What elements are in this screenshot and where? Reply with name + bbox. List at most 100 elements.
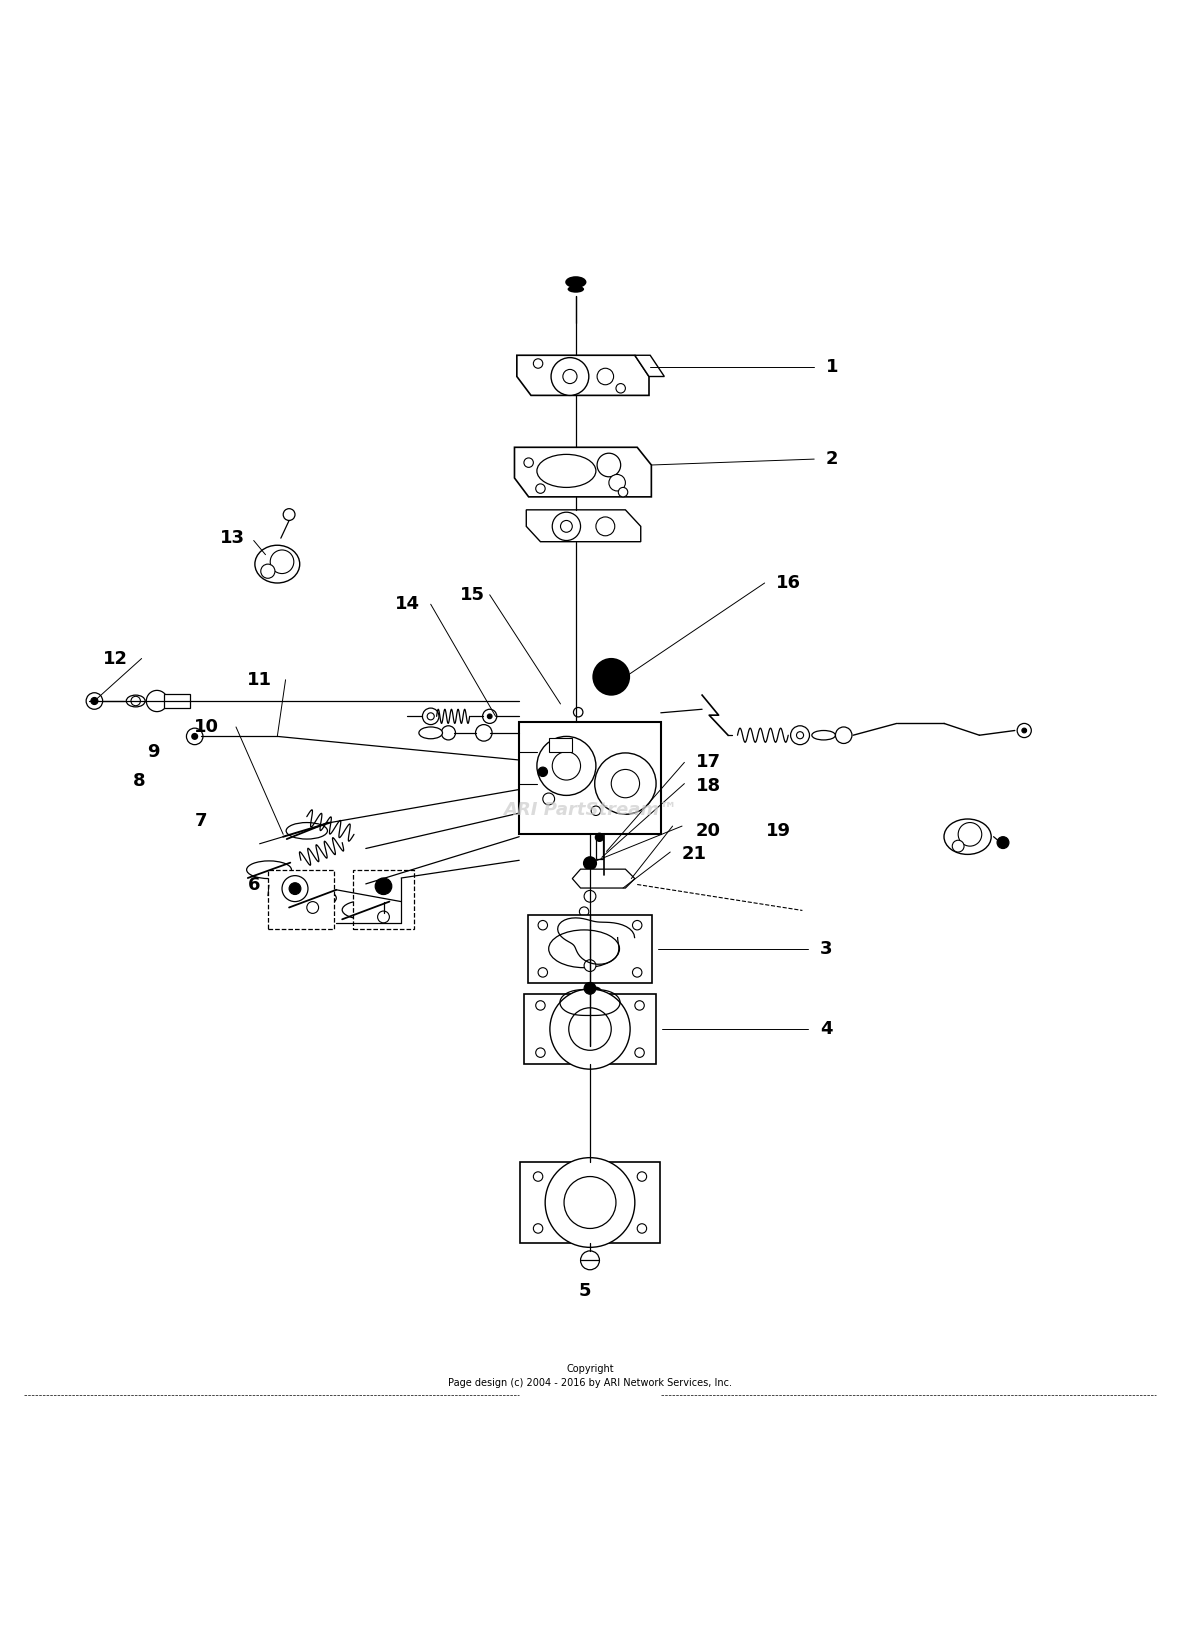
Circle shape — [573, 708, 583, 717]
Ellipse shape — [537, 454, 596, 488]
Circle shape — [958, 822, 982, 847]
Ellipse shape — [565, 277, 586, 288]
Circle shape — [538, 968, 548, 978]
Circle shape — [571, 993, 581, 1001]
Circle shape — [536, 483, 545, 493]
Circle shape — [584, 1034, 596, 1047]
Circle shape — [632, 921, 642, 930]
Circle shape — [591, 806, 601, 816]
Circle shape — [441, 726, 455, 740]
Circle shape — [609, 475, 625, 491]
Ellipse shape — [342, 901, 389, 919]
Circle shape — [543, 793, 555, 804]
Circle shape — [307, 901, 319, 914]
Circle shape — [569, 922, 588, 942]
Circle shape — [584, 983, 596, 994]
Circle shape — [595, 753, 656, 814]
Text: 3: 3 — [820, 940, 832, 958]
Ellipse shape — [126, 695, 145, 708]
Text: 13: 13 — [219, 529, 245, 547]
Circle shape — [422, 708, 439, 724]
Text: 2: 2 — [826, 450, 838, 468]
Circle shape — [597, 454, 621, 477]
Circle shape — [560, 521, 572, 532]
Circle shape — [550, 989, 630, 1070]
Circle shape — [86, 693, 103, 709]
Circle shape — [538, 767, 548, 776]
Bar — [524, 994, 656, 1065]
Text: 20: 20 — [695, 822, 721, 840]
Text: 17: 17 — [695, 753, 721, 771]
Circle shape — [487, 714, 492, 719]
Text: 11: 11 — [247, 670, 273, 688]
Circle shape — [791, 726, 809, 745]
Circle shape — [579, 907, 589, 916]
Circle shape — [1017, 724, 1031, 737]
Circle shape — [524, 459, 533, 467]
Text: 16: 16 — [775, 573, 801, 591]
Polygon shape — [635, 355, 664, 377]
Circle shape — [618, 488, 628, 496]
Circle shape — [583, 857, 597, 870]
Ellipse shape — [255, 545, 300, 583]
Text: 9: 9 — [148, 742, 159, 760]
Circle shape — [427, 713, 434, 719]
Circle shape — [635, 1001, 644, 1011]
Polygon shape — [517, 355, 649, 395]
Ellipse shape — [812, 731, 835, 740]
Circle shape — [552, 752, 581, 780]
Circle shape — [632, 968, 642, 978]
Text: 10: 10 — [194, 717, 219, 735]
Text: 6: 6 — [248, 876, 260, 894]
Circle shape — [997, 837, 1009, 848]
Text: 1: 1 — [826, 359, 838, 377]
Text: 18: 18 — [695, 776, 721, 794]
Circle shape — [146, 690, 168, 711]
Circle shape — [637, 1171, 647, 1181]
Text: 19: 19 — [766, 822, 792, 840]
Circle shape — [563, 370, 577, 383]
Ellipse shape — [289, 889, 336, 907]
Circle shape — [611, 770, 640, 798]
Circle shape — [552, 513, 581, 541]
Circle shape — [551, 357, 589, 395]
Circle shape — [282, 876, 308, 901]
Circle shape — [637, 1224, 647, 1233]
Circle shape — [616, 383, 625, 393]
Text: 8: 8 — [133, 771, 145, 790]
Circle shape — [545, 1158, 635, 1248]
Circle shape — [635, 1048, 644, 1058]
Ellipse shape — [419, 727, 442, 739]
Circle shape — [483, 709, 497, 724]
Text: 14: 14 — [394, 595, 420, 613]
Circle shape — [131, 696, 140, 706]
Ellipse shape — [247, 862, 291, 878]
Circle shape — [375, 878, 392, 894]
Circle shape — [537, 737, 596, 796]
Circle shape — [261, 563, 275, 578]
Text: ARI PartStream™: ARI PartStream™ — [503, 801, 677, 819]
Circle shape — [597, 937, 611, 950]
Polygon shape — [572, 870, 635, 888]
Bar — [164, 695, 190, 708]
Bar — [596, 837, 603, 858]
Bar — [527, 914, 651, 983]
Circle shape — [564, 1176, 616, 1228]
Circle shape — [597, 369, 614, 385]
Text: 12: 12 — [103, 650, 129, 668]
Circle shape — [378, 911, 389, 922]
Circle shape — [952, 840, 964, 852]
Circle shape — [536, 1001, 545, 1011]
Circle shape — [569, 1007, 611, 1050]
Circle shape — [186, 729, 203, 745]
Circle shape — [91, 698, 98, 704]
Text: Copyright
Page design (c) 2004 - 2016 by ARI Network Services, Inc.: Copyright Page design (c) 2004 - 2016 by… — [448, 1364, 732, 1387]
Text: 7: 7 — [195, 812, 206, 830]
Circle shape — [476, 724, 492, 740]
Circle shape — [533, 1224, 543, 1233]
Text: 4: 4 — [820, 1020, 832, 1038]
Circle shape — [289, 883, 301, 894]
Text: 21: 21 — [681, 845, 707, 863]
Bar — [268, 870, 334, 929]
Circle shape — [592, 658, 630, 696]
